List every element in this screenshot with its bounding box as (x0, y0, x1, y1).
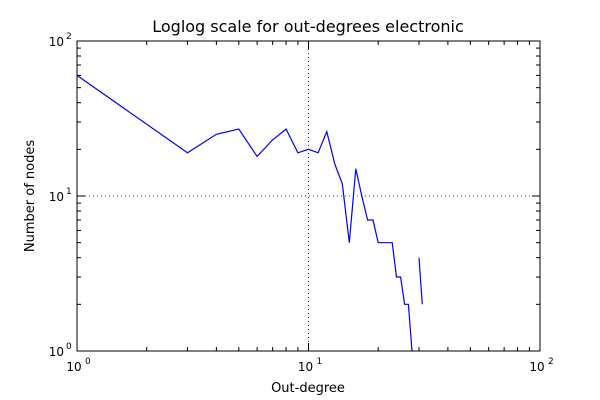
chart-title: Loglog scale for out-degrees electronic (152, 17, 464, 36)
major-ticks (76, 40, 541, 352)
series-line (418, 257, 423, 305)
y-tick-exponent: 0 (66, 342, 72, 352)
x-tick-label: 10 (298, 360, 313, 374)
x-axis-label: Out-degree (271, 381, 345, 396)
y-tick-exponent: 1 (66, 187, 72, 197)
grid-lines (77, 41, 540, 351)
plot-frame (76, 40, 541, 352)
y-tick-label: 10 (49, 345, 64, 359)
minor-ticks (77, 41, 540, 351)
x-tick-exponent: 0 (85, 357, 91, 367)
y-tick-exponent: 2 (66, 32, 72, 42)
series-line (76, 74, 413, 352)
y-tick-label: 10 (49, 35, 64, 49)
x-tick-label: 10 (529, 360, 544, 374)
tick-labels: 10 0 10 1 10 210 010 110 2 (49, 32, 554, 374)
x-tick-exponent: 2 (548, 357, 554, 367)
y-tick-label: 10 (49, 190, 64, 204)
y-axis-label: Number of nodes (23, 140, 38, 252)
series-group (76, 74, 423, 352)
x-tick-exponent: 1 (317, 357, 323, 367)
x-tick-label: 10 (66, 360, 81, 374)
